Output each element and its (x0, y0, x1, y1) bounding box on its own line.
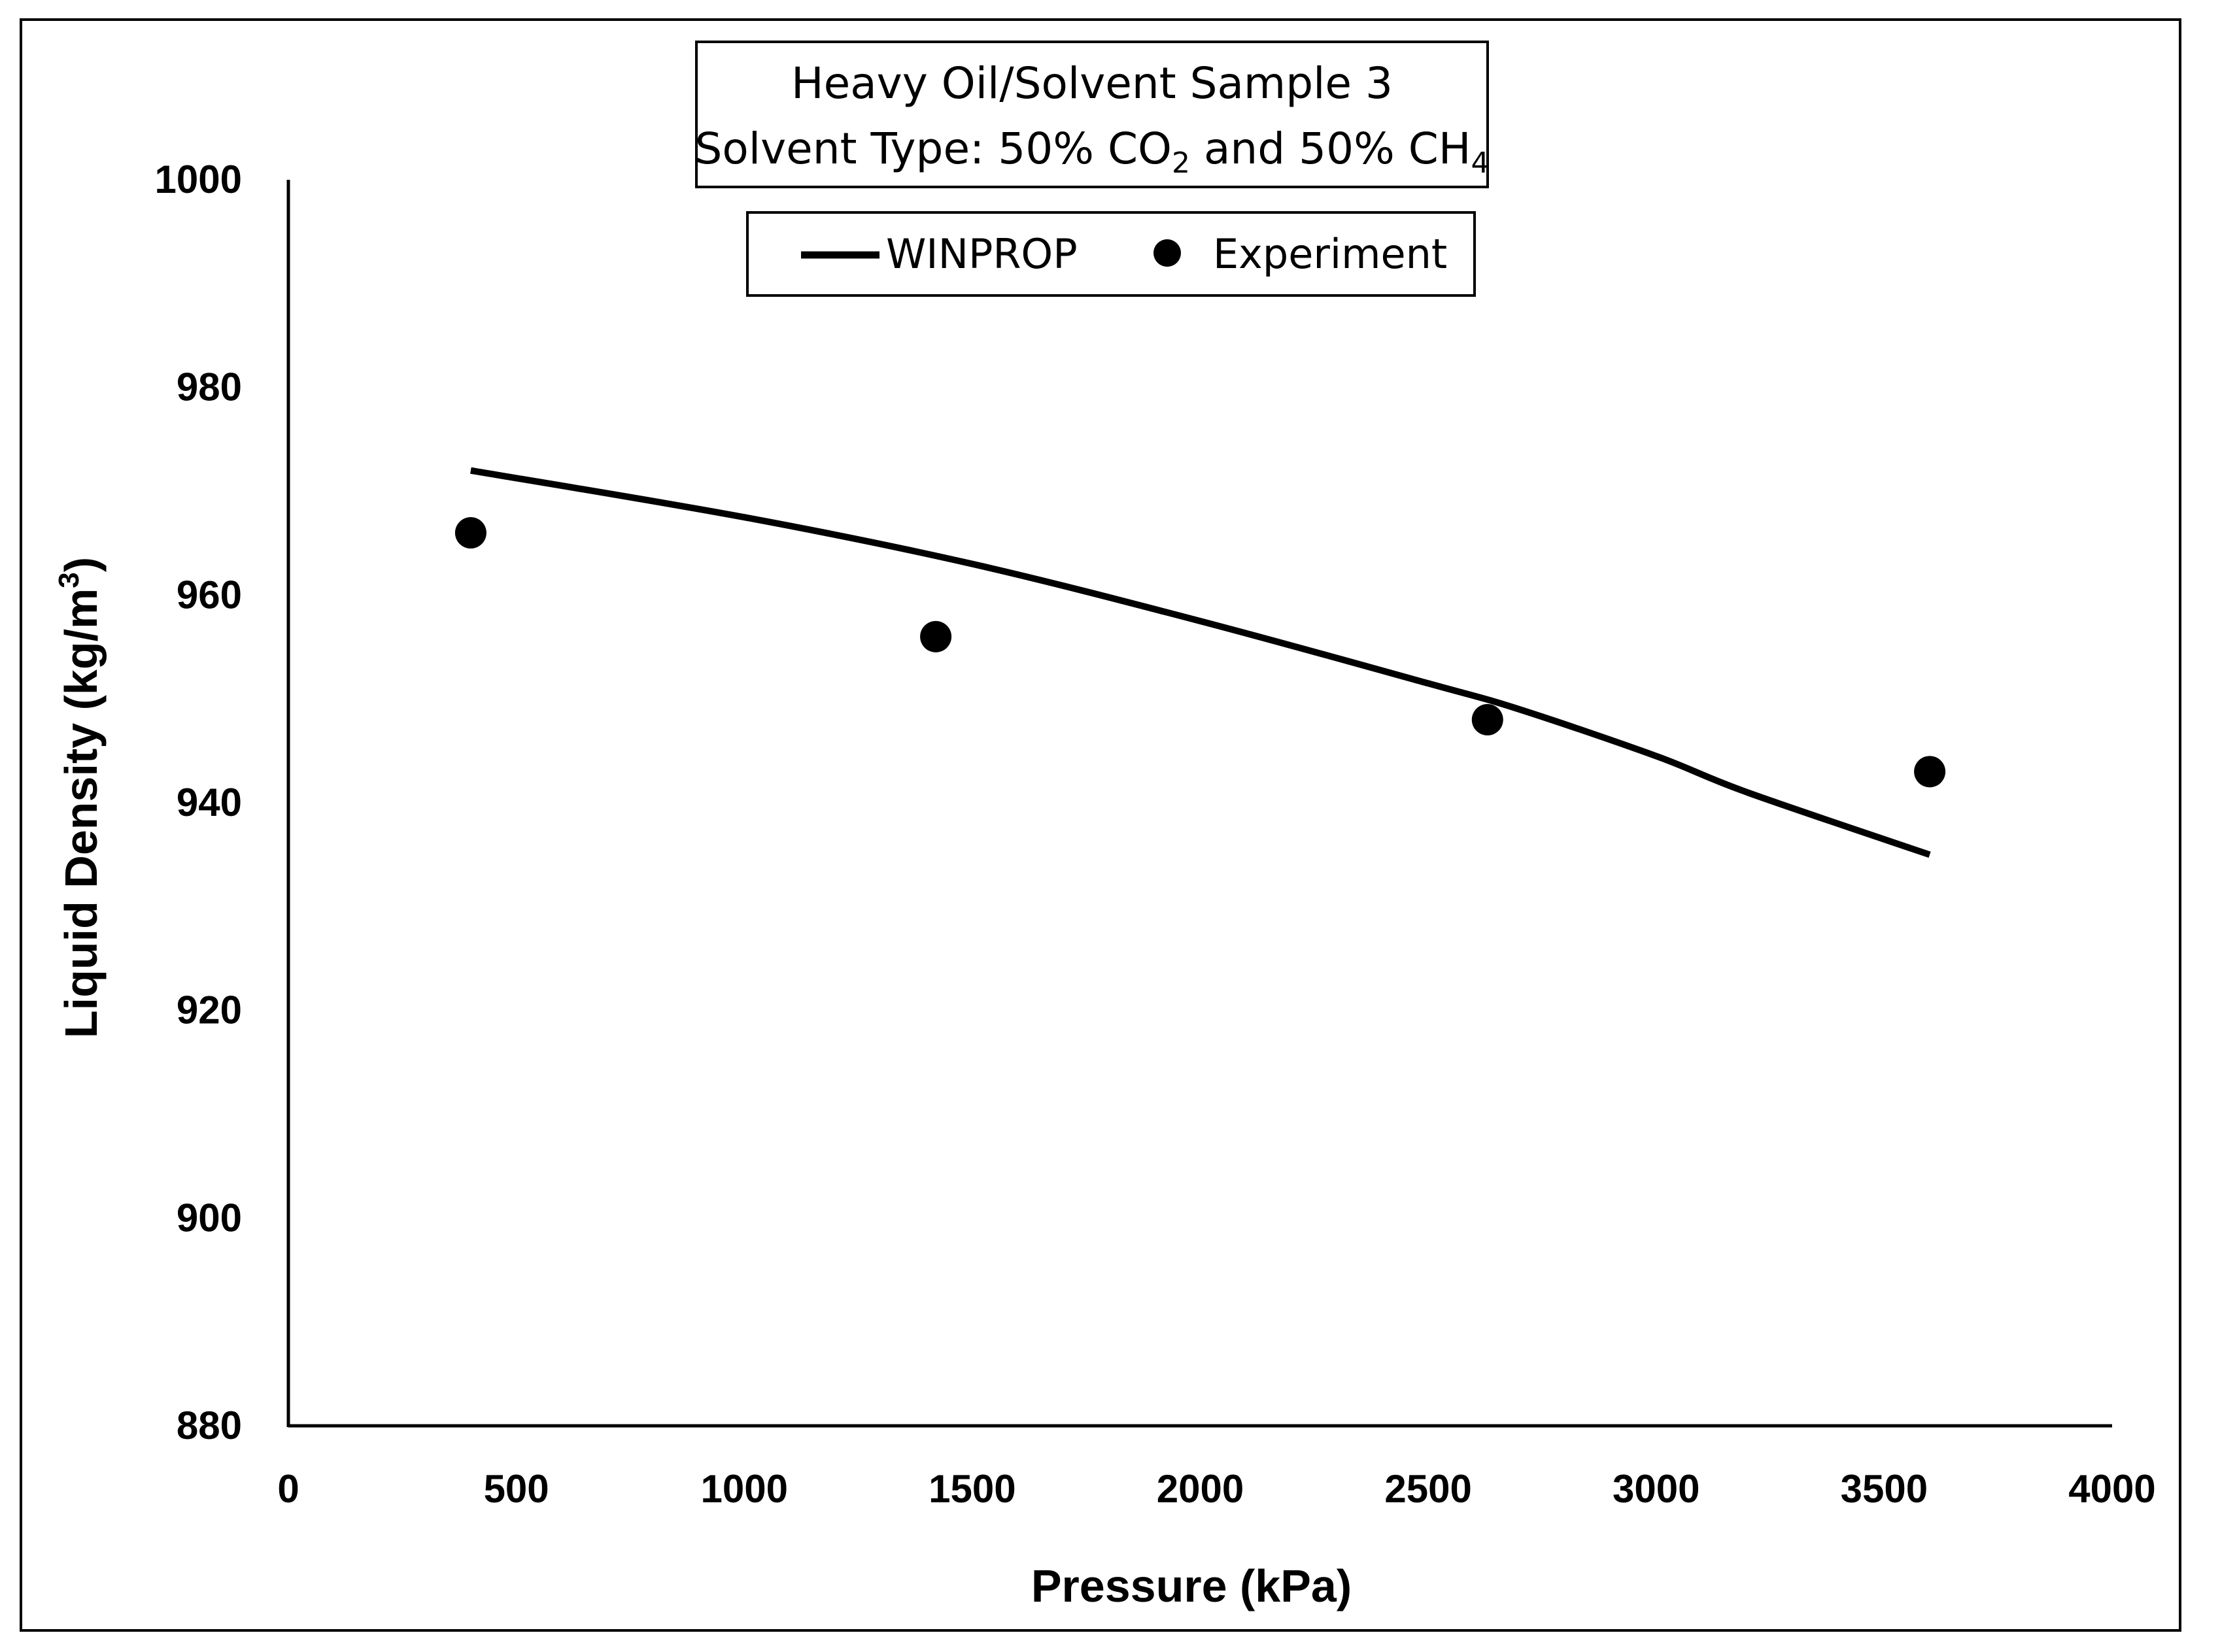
x-axis-title: Pressure (kPa) (1031, 1560, 1352, 1611)
legend-marker-swatch (1153, 239, 1181, 267)
x-tick-label: 4000 (2068, 1467, 2155, 1511)
y-tick-labels: 880 900 920 940 960 980 1000 (155, 158, 242, 1447)
y-tick-label: 940 (177, 781, 242, 824)
chart-title-line1: Heavy Oil/Solvent Sample 3 (791, 58, 1393, 109)
x-tick-label: 500 (484, 1467, 549, 1511)
y-tick-label: 880 (177, 1404, 242, 1447)
y-tick-label: 1000 (155, 158, 242, 201)
y-axis-title: Liquid Density (kg/m3) (53, 557, 107, 1038)
experiment-point (920, 620, 952, 652)
y-tick-label: 980 (177, 365, 242, 409)
series-line-winprop (470, 467, 1931, 858)
x-tick-labels: 0 500 1000 1500 2000 2500 3000 3500 4000 (277, 1467, 2155, 1511)
experiment-point (1914, 756, 1946, 788)
experiment-point (454, 517, 487, 549)
x-tick-label: 1000 (701, 1467, 788, 1511)
y-tick-label: 960 (177, 573, 242, 616)
title-box (695, 41, 1489, 188)
legend-label-experiment: Experiment (1213, 230, 1447, 278)
x-tick-label: 2500 (1384, 1467, 1471, 1511)
experiment-point (1471, 703, 1503, 735)
x-tick-label: 0 (277, 1467, 299, 1511)
plot-series (454, 467, 1946, 858)
y-tick-label: 900 (177, 1196, 242, 1239)
legend-label-winprop: WINPROP (886, 230, 1078, 278)
y-tick-label: 920 (177, 988, 242, 1032)
x-tick-label: 3000 (1613, 1467, 1699, 1511)
chart-title-line2: Solvent Type: 50% CO2 and 50% CH4 (695, 124, 1490, 180)
x-tick-label: 3500 (1841, 1467, 1928, 1511)
x-tick-label: 1500 (929, 1467, 1016, 1511)
x-tick-label: 2000 (1157, 1467, 1244, 1511)
